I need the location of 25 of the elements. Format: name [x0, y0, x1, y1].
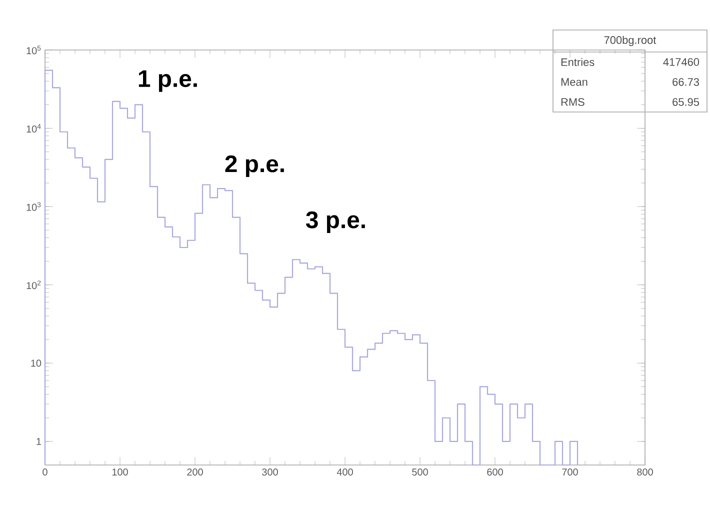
y-tick-label: 10: [31, 360, 42, 367]
annotation: RMS: [561, 98, 584, 106]
y-tick-label: 10$^{5}$: [26, 46, 41, 54]
y-tick-label: 10$^{4}$: [26, 124, 41, 133]
y-tick-label: 10$^{2}$: [26, 280, 41, 290]
x-tick-label: 400: [336, 468, 353, 476]
x-tick-label: 300: [262, 468, 278, 476]
x-tick-label: 0: [42, 468, 48, 476]
annotation: 3 p.e.: [306, 211, 365, 234]
text: 65.95: [672, 98, 700, 106]
y-tick-label: 10$^{3}$: [26, 202, 41, 211]
x-tick-label: 700: [562, 468, 578, 476]
x-tick-label: 100: [112, 468, 128, 476]
annotation: 1 p.e.: [138, 70, 197, 92]
x-tick-label: 600: [487, 468, 503, 476]
text: 66.73: [672, 78, 699, 86]
x-tick-label: 500: [412, 468, 428, 476]
annotation: Mean: [561, 78, 588, 86]
text: 700bg.root: [604, 36, 656, 46]
annotation: Entries: [561, 58, 594, 66]
annotation: 2 p.e.: [225, 155, 284, 178]
x-tick-label: 200: [187, 468, 203, 476]
x-tick-label: 800: [637, 468, 653, 476]
y-tick-label: 1: [36, 438, 41, 445]
text: 417460: [663, 58, 700, 66]
